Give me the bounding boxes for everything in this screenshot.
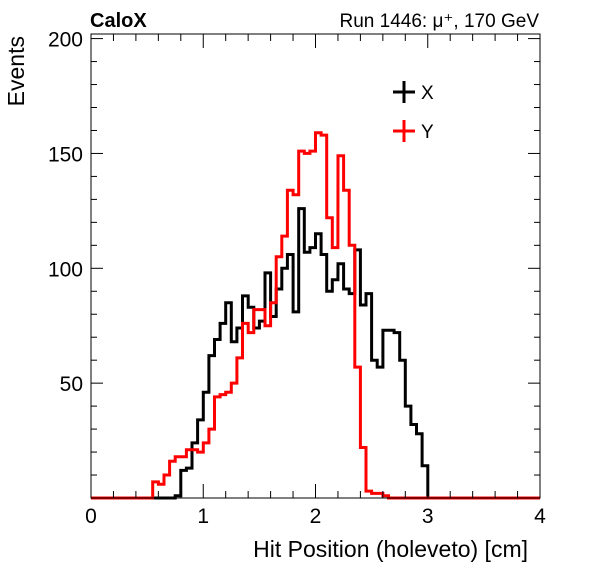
y-tick-label: 100 [48, 258, 83, 281]
y-tick-label: 200 [48, 29, 83, 52]
x-tick-label: 0 [85, 505, 97, 528]
series-line-x [91, 207, 540, 500]
x-tick-label: 3 [422, 505, 434, 528]
y-tick-label: 150 [48, 143, 83, 166]
run-info-title: Run 1446: μ⁺, 170 GeV [340, 11, 540, 32]
x-tick-label: 1 [197, 505, 209, 528]
plot-frame [90, 33, 541, 499]
y-axis-title: Events [3, 36, 29, 106]
y-axis-ticks: 50 100 150 200 [48, 29, 540, 476]
x-axis-ticks: 0 1 2 3 4 [85, 34, 546, 528]
experiment-title: CaloX [90, 10, 147, 32]
x-tick-label: 2 [310, 505, 322, 528]
y-tick-label: 50 [60, 373, 83, 396]
legend: XY [393, 81, 434, 143]
series-line-y [91, 131, 540, 500]
legend-label-x: X [421, 83, 434, 104]
x-axis-title: Hit Position (holeveto) [cm] [253, 536, 528, 562]
x-tick-label: 4 [534, 505, 546, 528]
histogram-series-layer [91, 131, 540, 500]
legend-label-y: Y [421, 122, 434, 143]
